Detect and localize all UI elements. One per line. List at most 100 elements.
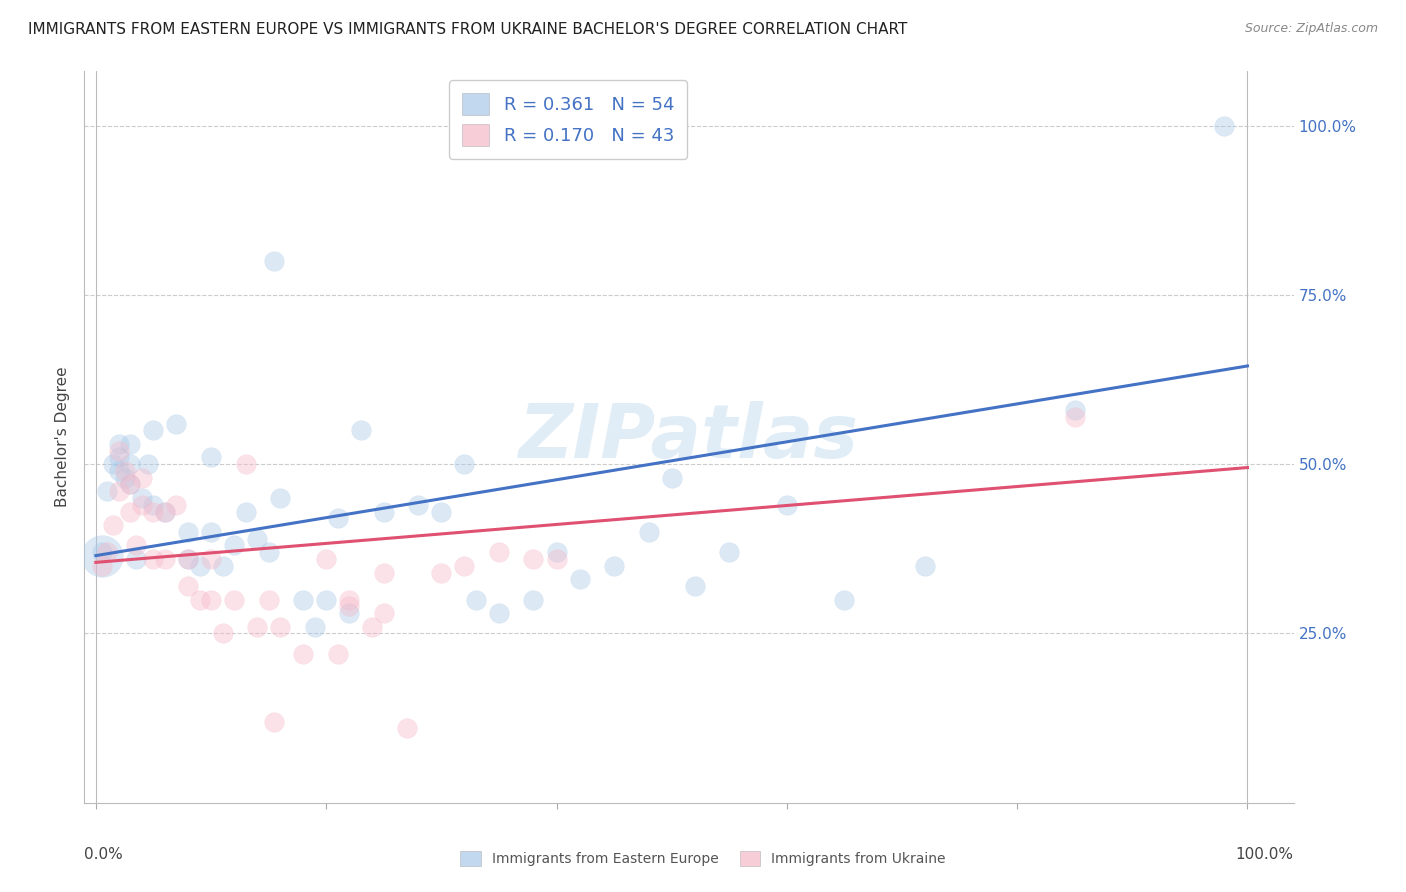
Point [488,606,510,620]
Point [315,552,337,566]
Point [90,549,112,563]
Point [90,558,112,573]
Point [200,524,222,539]
Point [142,498,165,512]
Point [211,558,233,573]
Point [120,477,142,491]
Point [108,443,131,458]
Point [177,524,200,539]
Text: Source: ZipAtlas.com: Source: ZipAtlas.com [1244,22,1378,36]
Legend: R = 0.361   N = 54, R = 0.170   N = 43: R = 0.361 N = 54, R = 0.170 N = 43 [450,80,686,159]
Point [222,538,245,552]
Point [188,558,211,573]
Point [177,579,200,593]
Point [637,524,659,539]
Point [108,484,131,499]
Point [125,538,148,552]
Point [200,552,222,566]
Point [337,592,360,607]
Point [246,532,269,546]
Point [153,505,176,519]
Point [108,437,131,451]
Point [464,592,486,607]
Point [914,558,936,573]
Text: ZIPatlas: ZIPatlas [519,401,859,474]
Point [292,647,315,661]
Point [361,620,384,634]
Point [834,592,856,607]
Point [546,545,568,559]
Point [1063,403,1085,417]
Point [166,417,188,431]
Point [222,592,245,607]
Point [263,254,285,268]
Point [568,572,591,586]
Point [125,552,148,566]
Point [142,505,165,519]
Point [661,471,683,485]
Point [114,471,136,485]
Point [177,552,200,566]
Point [188,592,211,607]
Point [235,505,257,519]
Point [108,464,131,478]
Point [453,457,475,471]
Point [246,620,269,634]
Point [430,566,453,580]
Point [453,558,475,573]
Point [177,552,200,566]
Point [131,491,153,505]
Point [1213,119,1236,133]
Point [131,471,153,485]
Point [603,558,626,573]
Point [546,552,568,566]
Point [373,566,395,580]
Text: 100.0%: 100.0% [1236,847,1294,862]
Point [373,606,395,620]
Point [120,477,142,491]
Point [315,592,337,607]
Point [200,450,222,465]
Point [408,498,430,512]
Point [522,552,544,566]
Point [153,505,176,519]
Point [96,545,118,559]
Point [326,647,349,661]
Point [488,545,510,559]
Point [337,599,360,614]
Point [142,423,165,437]
Point [718,545,741,559]
Point [683,579,706,593]
Point [522,592,544,607]
Point [101,518,124,533]
Point [350,423,373,437]
Point [776,498,799,512]
Point [269,491,291,505]
Point [373,505,395,519]
Point [304,620,326,634]
Point [153,552,176,566]
Point [101,457,124,471]
Point [430,505,453,519]
Point [120,437,142,451]
Point [120,457,142,471]
Point [292,592,315,607]
Point [257,592,280,607]
Text: 0.0%: 0.0% [84,847,124,862]
Point [257,545,280,559]
Point [136,457,159,471]
Point [1063,409,1085,424]
Point [166,498,188,512]
Point [200,592,222,607]
Y-axis label: Bachelor's Degree: Bachelor's Degree [55,367,70,508]
Point [108,450,131,465]
Point [235,457,257,471]
Legend: Immigrants from Eastern Europe, Immigrants from Ukraine: Immigrants from Eastern Europe, Immigran… [454,846,952,871]
Point [263,714,285,729]
Point [90,545,112,559]
Point [96,484,118,499]
Text: IMMIGRANTS FROM EASTERN EUROPE VS IMMIGRANTS FROM UKRAINE BACHELOR'S DEGREE CORR: IMMIGRANTS FROM EASTERN EUROPE VS IMMIGR… [28,22,907,37]
Point [269,620,291,634]
Point [131,498,153,512]
Point [120,505,142,519]
